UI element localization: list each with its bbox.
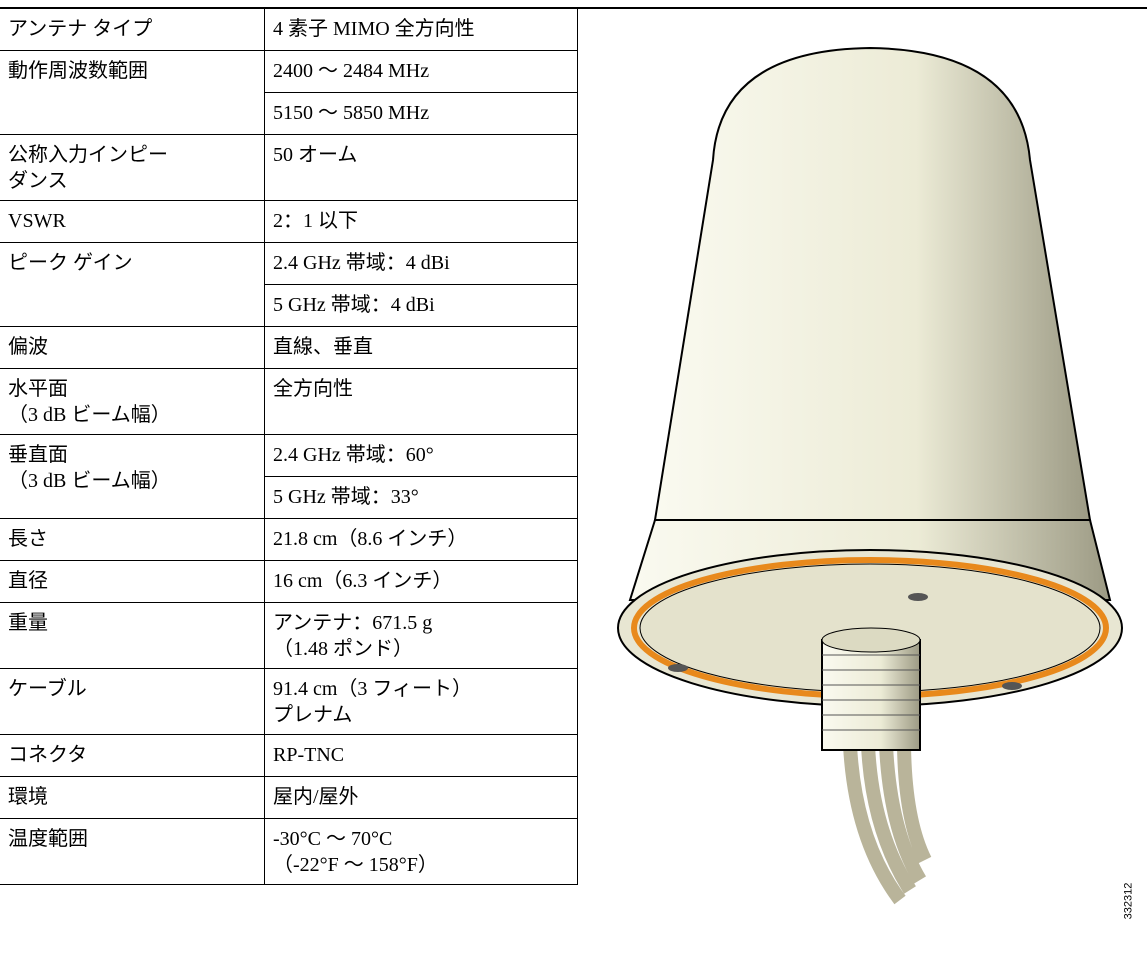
spec-label: 動作周波数範囲 [0,50,265,135]
table-row: 環境 屋内/屋外 [0,776,578,819]
spec-value: 直線、垂直 [264,326,578,369]
spec-table: アンテナ タイプ 4 素子 MIMO 全方向性 動作周波数範囲 2400 ～ 2484… [0,9,578,885]
table-row: 温度範囲 -30°C ～ 70°C （-22°F ～ 158°F） [0,818,578,885]
spec-value: RP-TNC [264,734,578,777]
spec-value: 2：1 以下 [264,200,578,243]
spec-value: 2400 ～ 2484 MHz [264,50,578,93]
table-row: 重量 アンテナ：671.5 g （1.48 ポンド） [0,602,578,669]
table-row: コネクタ RP-TNC [0,734,578,777]
spec-label: ケーブル [0,668,265,735]
spec-value: 2.4 GHz 帯域：4 dBi [264,242,578,285]
table-row: 垂直面 （3 dB ビーム幅） 2.4 GHz 帯域：60° [0,434,578,519]
spec-value: 91.4 cm（3 フィート） プレナム [264,668,578,735]
spec-value: 5150 ～ 5850 MHz [264,92,578,135]
spec-value: 2.4 GHz 帯域：60° [264,434,578,477]
table-row: 公称入力インピー ダンス 50 オーム [0,134,578,201]
table-row: 水平面 （3 dB ビーム幅） 全方向性 [0,368,578,435]
figure-id: 332312 [1122,882,1135,920]
table-row: 偏波 直線、垂直 [0,326,578,369]
table-row: 直径 16 cm（6.3 インチ） [0,560,578,603]
table-row: 5 GHz 帯域：4 dBi [0,284,578,327]
spec-value: 4 素子 MIMO 全方向性 [264,9,578,51]
spec-value: 16 cm（6.3 インチ） [264,560,578,603]
spec-label: 垂直面 （3 dB ビーム幅） [0,434,265,519]
spec-value: 21.8 cm（8.6 インチ） [264,518,578,561]
spec-label: VSWR [0,200,265,243]
spec-value: 50 オーム [264,134,578,201]
spec-label: アンテナ タイプ [0,9,265,51]
spec-value: アンテナ：671.5 g （1.48 ポンド） [264,602,578,669]
table-row: 動作周波数範囲 2400 ～ 2484 MHz [0,50,578,135]
spec-label: 公称入力インピー ダンス [0,134,265,201]
spec-label: 長さ [0,518,265,561]
spec-value: 5 GHz 帯域：4 dBi [264,284,578,327]
spec-value: 屋内/屋外 [264,776,578,819]
spec-label: 温度範囲 [0,818,265,885]
spec-label: コネクタ [0,734,265,777]
spec-value: 全方向性 [264,368,578,435]
table-row: ケーブル 91.4 cm（3 フィート） プレナム [0,668,578,735]
spec-label: 環境 [0,776,265,819]
table-row: VSWR 2：1 以下 [0,200,578,243]
spec-label: 重量 [0,602,265,669]
spec-label: 直径 [0,560,265,603]
antenna-illustration [617,46,1123,905]
spec-label: 偏波 [0,326,265,369]
table-row: 5150 ～ 5850 MHz [0,92,578,135]
table-row: ピーク ゲイン 2.4 GHz 帯域：4 dBi [0,242,578,327]
table-row: アンテナ タイプ 4 素子 MIMO 全方向性 [0,9,578,51]
table-row: 5 GHz 帯域：33° [0,476,578,519]
table-row: 長さ 21.8 cm（8.6 インチ） [0,518,578,561]
top-rule [0,7,1147,9]
spec-value: 5 GHz 帯域：33° [264,476,578,519]
spec-label: ピーク ゲイン [0,242,265,327]
spec-label: 水平面 （3 dB ビーム幅） [0,368,265,435]
spec-value: -30°C ～ 70°C （-22°F ～ 158°F） [264,818,578,885]
